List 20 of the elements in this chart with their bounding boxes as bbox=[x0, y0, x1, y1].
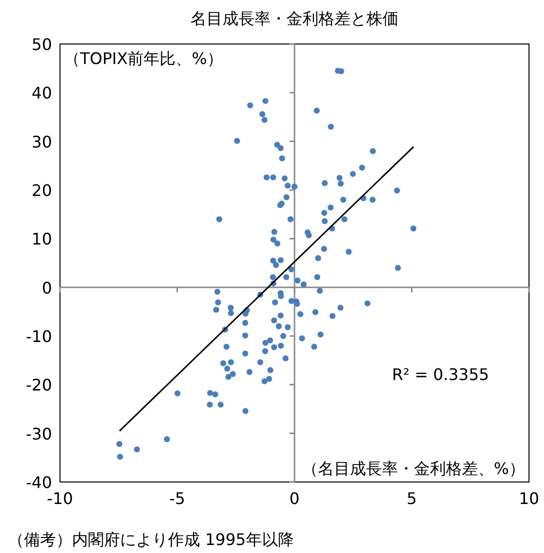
y-tick-label: 30 bbox=[32, 132, 52, 152]
text: （備考）内閣府により作成 1995年以降 bbox=[8, 530, 294, 549]
y-tick-label: 40 bbox=[32, 84, 52, 103]
y-tick-label: 50 bbox=[32, 35, 52, 54]
annotation: （TOPIX前年比、%） bbox=[64, 49, 223, 68]
x-tick-label: 0 bbox=[289, 489, 300, 508]
annotation: （名目成長率・金利格差、%） bbox=[302, 459, 525, 478]
x-tick-label: 5 bbox=[406, 489, 417, 508]
y-tick-label: -20 bbox=[26, 376, 52, 395]
annotation: R² = 0.3355 bbox=[392, 365, 490, 384]
x-tick-label: -10 bbox=[46, 489, 74, 508]
y-tick-label: -10 bbox=[26, 327, 52, 346]
y-tick-label: -30 bbox=[26, 424, 52, 444]
x-tick-label: -5 bbox=[169, 489, 186, 508]
chart-title: 名目成長率・金利格差と株価 bbox=[190, 9, 398, 28]
y-tick-label: 20 bbox=[32, 181, 52, 200]
x-tick-label: 10 bbox=[518, 489, 540, 508]
y-tick-label: -40 bbox=[26, 473, 52, 492]
y-tick-label: 10 bbox=[32, 230, 52, 249]
y-tick-label: 0 bbox=[42, 278, 52, 298]
